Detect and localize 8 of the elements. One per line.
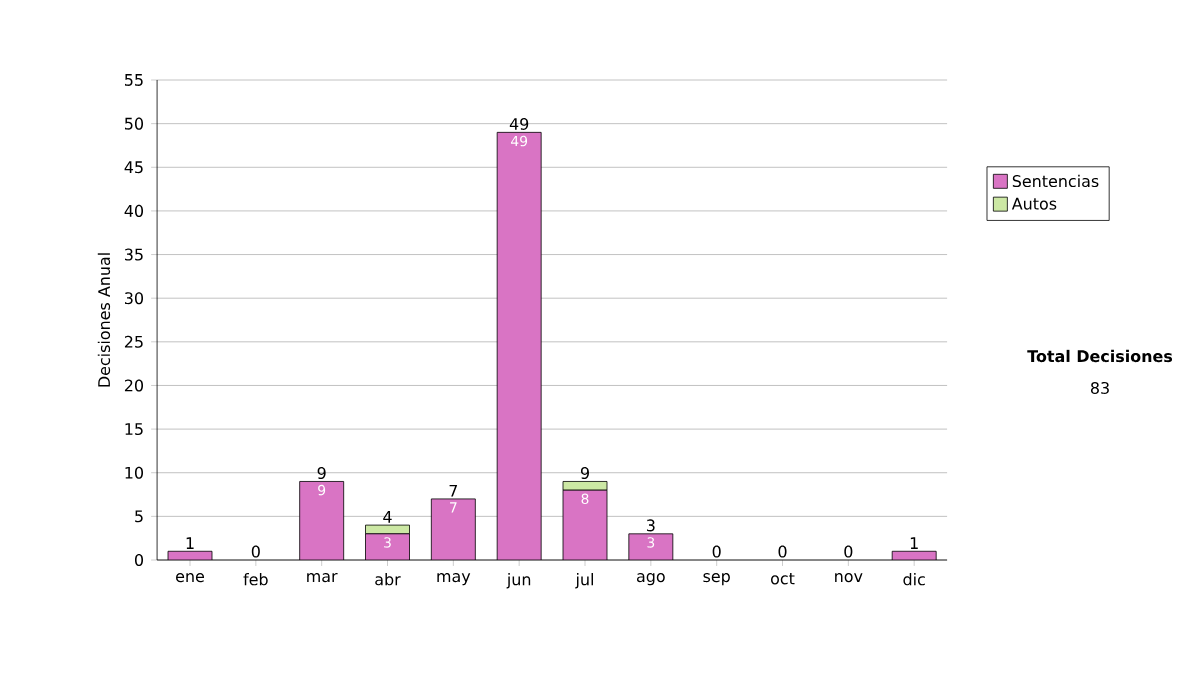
bar xyxy=(497,132,542,560)
bar xyxy=(628,533,673,560)
bar xyxy=(299,481,344,560)
bar xyxy=(563,490,608,560)
bar xyxy=(431,498,476,560)
bar xyxy=(365,533,410,560)
bar xyxy=(365,524,410,535)
bar xyxy=(562,481,608,491)
